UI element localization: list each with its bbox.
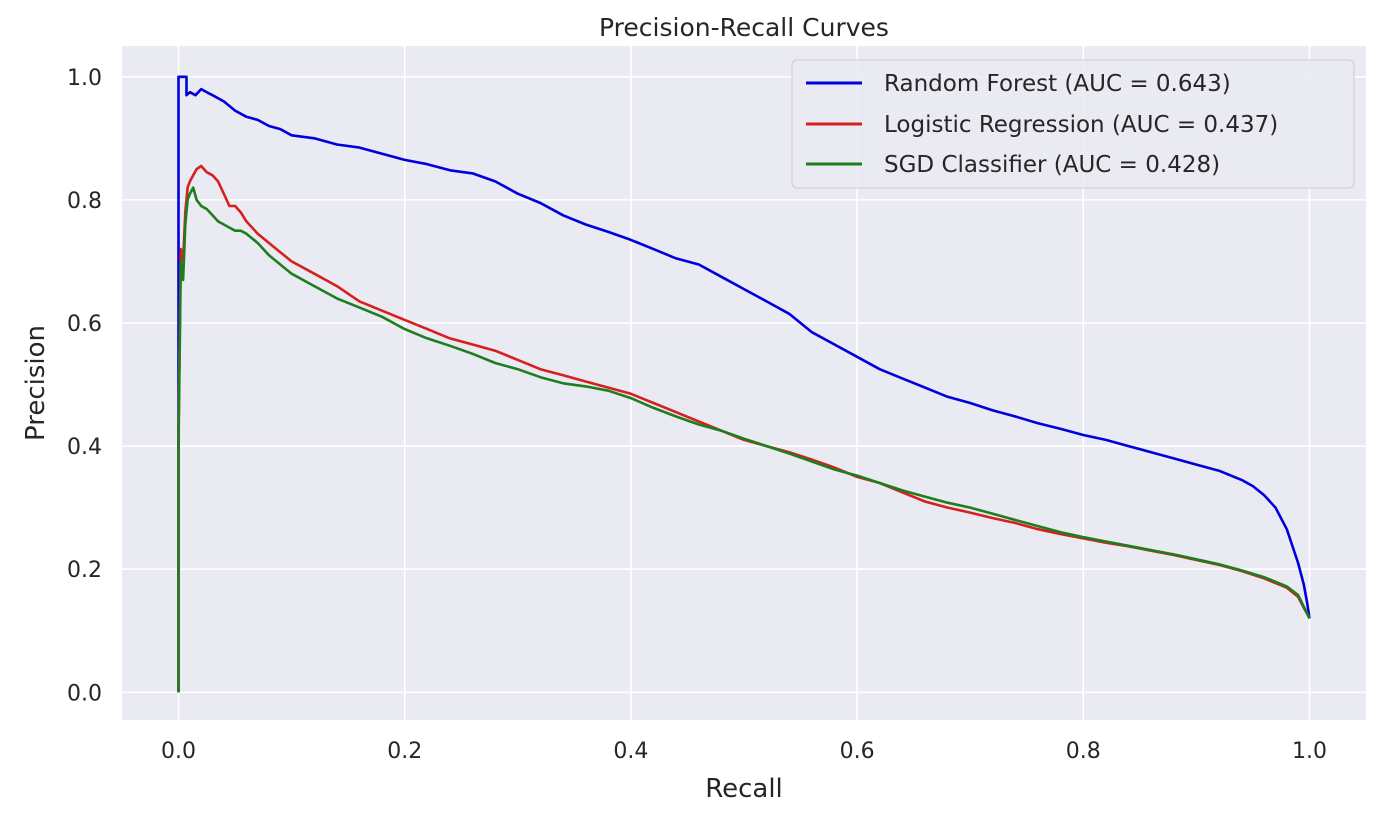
y-tick-label: 0.2 xyxy=(67,558,102,583)
series-lines xyxy=(177,75,1311,693)
series-line-random-forest xyxy=(177,75,1311,693)
y-tick-label: 0.0 xyxy=(67,681,102,706)
legend-box xyxy=(791,59,1355,189)
x-tick-label: 0.4 xyxy=(613,739,648,764)
x-axis-title: Recall xyxy=(705,774,783,804)
chart-title: Precision-Recall Curves xyxy=(599,13,889,42)
y-tick-label: 1.0 xyxy=(67,66,102,91)
legend-label-logistic-regression: Logistic Regression (AUC = 0.437) xyxy=(884,112,1278,138)
y-tick-label: 0.8 xyxy=(67,189,102,214)
tick-labels: 0.0 0.2 0.4 0.6 0.8 1.0 0.0 0.2 0.4 0.6 0.8 1.0 xyxy=(67,66,1327,764)
series-line-sgd-classifier xyxy=(177,186,1311,693)
y-tick-label: 0.4 xyxy=(67,435,102,460)
x-tick-label: 0.0 xyxy=(161,739,196,764)
x-tick-label: 0.8 xyxy=(1066,739,1101,764)
legend-label-sgd-classifier: SGD Classifier (AUC = 0.428) xyxy=(884,152,1220,178)
legend: Random Forest (AUC = 0.643) Logistic Reg… xyxy=(791,59,1355,189)
y-axis-title: Precision xyxy=(21,325,51,441)
x-tick-label: 0.2 xyxy=(387,739,422,764)
legend-label-random-forest: Random Forest (AUC = 0.643) xyxy=(884,71,1231,97)
y-tick-label: 0.6 xyxy=(67,312,102,337)
x-tick-label: 0.6 xyxy=(840,739,875,764)
x-tick-label: 1.0 xyxy=(1292,739,1327,764)
